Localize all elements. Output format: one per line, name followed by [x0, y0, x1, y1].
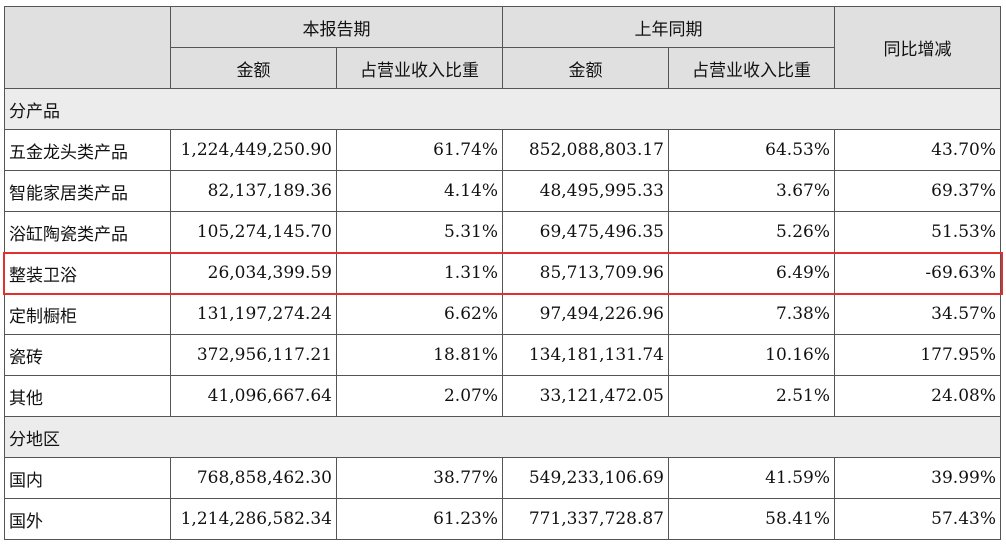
cell-yoy-change: -69.63%	[834, 252, 1001, 294]
cell-prior-ratio: 58.41%	[668, 498, 835, 540]
cell-current-ratio: 2.07%	[336, 375, 503, 417]
cell-prior-ratio: 7.38%	[668, 293, 835, 335]
table-row: 国外 1,214,286,582.34 61.23% 771,337,728.87 58…	[4, 498, 1001, 540]
cell-current-ratio: 1.31%	[336, 252, 503, 294]
header-prior-period: 上年同期	[502, 6, 835, 48]
cell-prior-ratio: 5.26%	[668, 211, 835, 253]
revenue-breakdown-table: 本报告期 上年同期 同比增减 金额 占营业收入比重 金额 占营业收入比重 分产品…	[4, 6, 1001, 540]
empty-corner-cell	[4, 6, 171, 89]
cell-prior-amount: 33,121,472.05	[502, 375, 669, 417]
cell-current-ratio: 61.74%	[336, 129, 503, 171]
section-row-region: 分地区	[4, 416, 1001, 458]
cell-yoy-change: 51.53%	[834, 211, 1001, 253]
table-row: 浴缸陶瓷类产品 105,274,145.70 5.31% 69,475,496.35 5…	[4, 211, 1001, 253]
table-row: 五金龙头类产品 1,224,449,250.90 61.74% 852,088,803…	[4, 129, 1001, 171]
cell-current-amount: 82,137,189.36	[170, 170, 337, 212]
header-current-ratio: 占营业收入比重	[336, 47, 503, 89]
cell-current-ratio: 38.77%	[336, 457, 503, 499]
cell-yoy-change: 39.99%	[834, 457, 1001, 499]
table-row: 国内 768,858,462.30 38.77% 549,233,106.69 41.5…	[4, 457, 1001, 499]
cell-current-amount: 768,858,462.30	[170, 457, 337, 499]
cell-prior-ratio: 41.59%	[668, 457, 835, 499]
cell-prior-amount: 771,337,728.87	[502, 498, 669, 540]
row-label: 浴缸陶瓷类产品	[4, 211, 171, 253]
cell-current-amount: 131,197,274.24	[170, 293, 337, 335]
table-row: 其他 41,096,667.64 2.07% 33,121,472.05 2.51% 24…	[4, 375, 1001, 417]
header-row-subcolumns: 金额 占营业收入比重 金额 占营业收入比重	[5, 47, 1001, 89]
revenue-table-container: 本报告期 上年同期 同比增减 金额 占营业收入比重 金额 占营业收入比重 分产品…	[2, 6, 1003, 540]
cell-current-ratio: 18.81%	[336, 334, 503, 376]
section-label-product: 分产品	[4, 88, 1001, 130]
cell-yoy-change: 177.95%	[834, 334, 1001, 376]
cell-current-ratio: 5.31%	[336, 211, 503, 253]
cell-yoy-change: 34.57%	[834, 293, 1001, 335]
cell-prior-ratio: 10.16%	[668, 334, 835, 376]
section-row-product: 分产品	[4, 88, 1001, 130]
cell-current-amount: 1,224,449,250.90	[170, 129, 337, 171]
header-row-groups: 本报告期 上年同期 同比增减	[4, 6, 1001, 89]
table-row: 定制橱柜 131,197,274.24 6.62% 97,494,226.96 7.38…	[4, 293, 1001, 335]
row-label: 五金龙头类产品	[4, 129, 171, 171]
cell-prior-ratio: 6.49%	[668, 252, 835, 294]
cell-prior-amount: 549,233,106.69	[502, 457, 669, 499]
cell-current-amount: 1,214,286,582.34	[170, 498, 337, 540]
cell-prior-ratio: 2.51%	[668, 375, 835, 417]
cell-prior-ratio: 3.67%	[668, 170, 835, 212]
row-label: 国外	[4, 498, 171, 540]
row-label: 定制橱柜	[4, 293, 171, 335]
header-current-period: 本报告期	[170, 6, 503, 48]
cell-prior-ratio: 64.53%	[668, 129, 835, 171]
section-label-region: 分地区	[4, 416, 1001, 458]
cell-current-ratio: 6.62%	[336, 293, 503, 335]
cell-prior-amount: 134,181,131.74	[502, 334, 669, 376]
row-label: 智能家居类产品	[4, 170, 171, 212]
header-prior-ratio: 占营业收入比重	[668, 47, 835, 89]
row-label: 瓷砖	[4, 334, 171, 376]
cell-current-ratio: 4.14%	[336, 170, 503, 212]
row-label: 整装卫浴	[4, 252, 171, 294]
row-label: 其他	[4, 375, 171, 417]
table-row: 整装卫浴 26,034,399.59 1.31% 85,713,709.96 6.49%…	[4, 252, 1001, 294]
table-row: 瓷砖 372,956,117.21 18.81% 134,181,131.74 10.1…	[4, 334, 1001, 376]
cell-prior-amount: 852,088,803.17	[502, 129, 669, 171]
cell-prior-amount: 69,475,496.35	[502, 211, 669, 253]
cell-yoy-change: 69.37%	[834, 170, 1001, 212]
header-prior-amount: 金额	[502, 47, 669, 89]
cell-yoy-change: 43.70%	[834, 129, 1001, 171]
cell-current-amount: 26,034,399.59	[170, 252, 337, 294]
cell-current-amount: 372,956,117.21	[170, 334, 337, 376]
cell-current-amount: 41,096,667.64	[170, 375, 337, 417]
cell-current-amount: 105,274,145.70	[170, 211, 337, 253]
header-current-amount: 金额	[170, 47, 337, 89]
cell-prior-amount: 85,713,709.96	[502, 252, 669, 294]
header-yoy-change: 同比增减	[834, 6, 1001, 89]
cell-current-ratio: 61.23%	[336, 498, 503, 540]
row-label: 国内	[4, 457, 171, 499]
cell-prior-amount: 48,495,995.33	[502, 170, 669, 212]
cell-yoy-change: 57.43%	[834, 498, 1001, 540]
cell-prior-amount: 97,494,226.96	[502, 293, 669, 335]
cell-yoy-change: 24.08%	[834, 375, 1001, 417]
table-row: 智能家居类产品 82,137,189.36 4.14% 48,495,995.33 3.…	[4, 170, 1001, 212]
